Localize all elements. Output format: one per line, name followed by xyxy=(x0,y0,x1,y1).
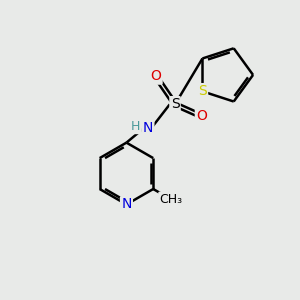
Text: S: S xyxy=(171,98,179,111)
Text: O: O xyxy=(151,69,161,83)
Text: H: H xyxy=(131,120,141,133)
Text: O: O xyxy=(196,109,207,123)
Text: N: N xyxy=(121,197,132,212)
Text: S: S xyxy=(198,84,207,98)
Text: CH₃: CH₃ xyxy=(160,193,183,206)
Text: N: N xyxy=(143,121,153,135)
